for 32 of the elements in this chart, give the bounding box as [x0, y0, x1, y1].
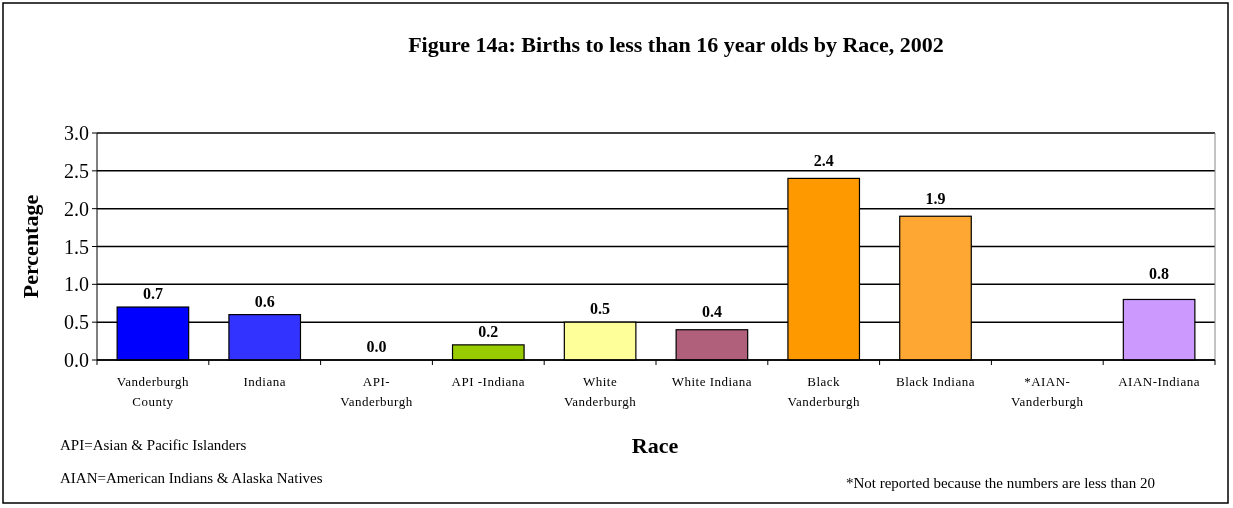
y-axis-title: Percentage: [18, 194, 43, 299]
chart-title: Figure 14a: Births to less than 16 year olds by Race, 2002: [408, 32, 944, 57]
data-label: 0.0: [366, 338, 387, 355]
data-label: 2.4: [813, 151, 834, 169]
x-tick-label: White Indiana: [671, 374, 753, 389]
data-label: 0.6: [254, 292, 275, 310]
data-label: 0.5: [590, 300, 611, 318]
x-tick-label: API- Vanderburgh: [340, 374, 413, 409]
y-tick-label: 3.0: [64, 122, 89, 144]
data-label: 0.8: [1149, 265, 1170, 283]
text: AIAN=American Indians & Alaska Natives: [60, 470, 323, 486]
data-label: 0.2: [478, 322, 499, 340]
x-tick-label: API -Indiana: [451, 374, 526, 389]
y-tick-label: 0.0: [64, 349, 89, 371]
y-tick-label: 2.5: [64, 159, 89, 182]
text: API=Asian & Pacific Islanders: [60, 437, 247, 453]
text: *Not reported because the numbers are less than 20: [845, 475, 1155, 491]
x-tick-label: Indiana: [243, 374, 286, 389]
x-tick-label: White Vanderburgh: [563, 374, 637, 409]
y-tick-label: 0.5: [64, 311, 89, 334]
y-tick-label: 1.0: [64, 273, 89, 296]
data-label: 1.9: [925, 189, 946, 207]
x-tick-label: Vanderburgh County: [116, 374, 190, 409]
y-tick-label: 2.0: [64, 197, 89, 220]
x-tick-label: Black Vanderburgh: [787, 374, 860, 409]
data-label: 0.7: [142, 285, 163, 303]
x-tick-label: AIAN-Indiana: [1118, 374, 1201, 389]
x-axis-title: Race: [631, 433, 679, 458]
data-label: 0.4: [701, 303, 722, 321]
x-tick-label: Black Indiana: [895, 374, 976, 389]
x-tick-label: *AIAN- Vanderburgh: [1011, 374, 1084, 409]
y-tick-label: 1.5: [64, 235, 89, 258]
